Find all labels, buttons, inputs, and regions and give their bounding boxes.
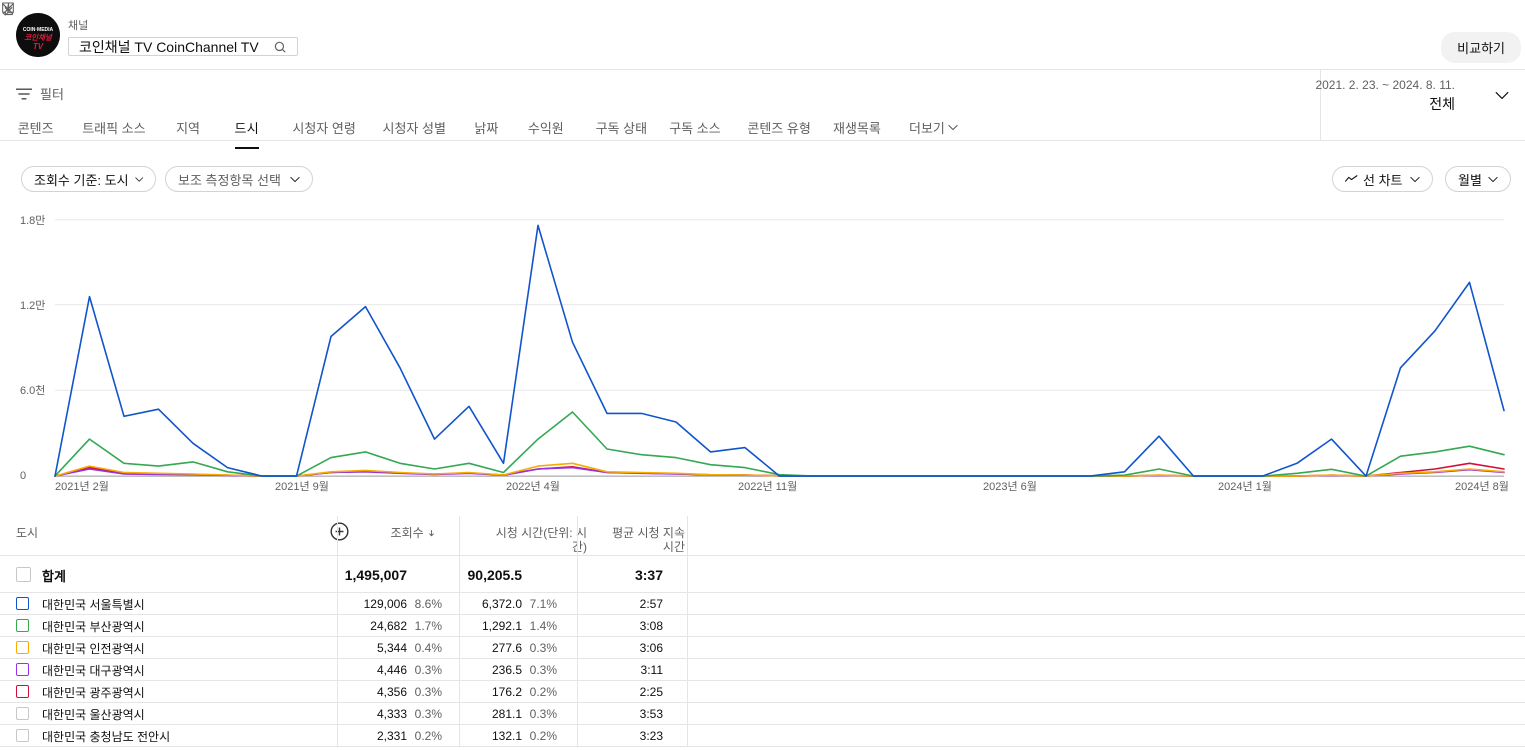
svg-text:코인채널: 코인채널 [24, 33, 53, 42]
svg-text:TV: TV [33, 42, 44, 51]
